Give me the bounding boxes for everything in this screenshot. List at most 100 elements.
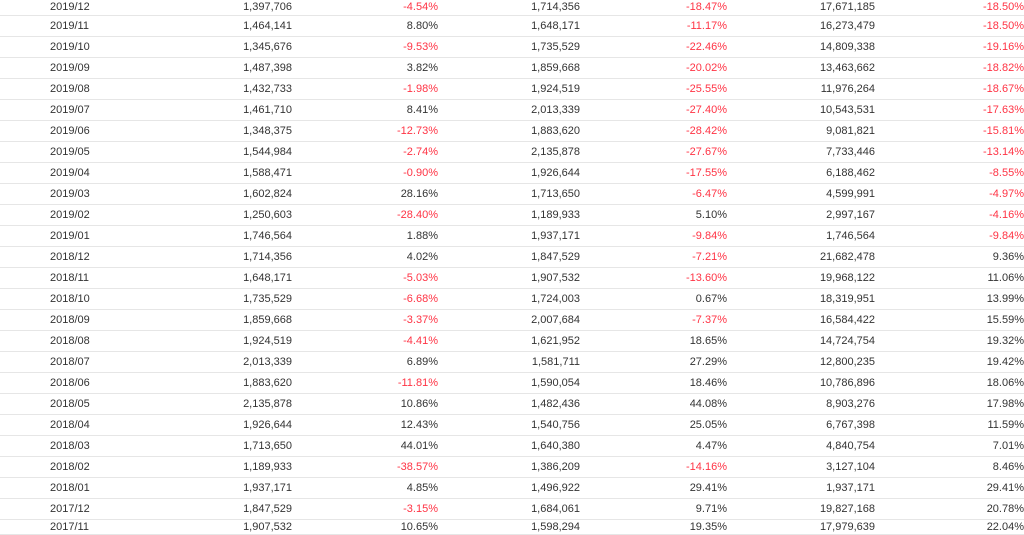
table-row: 2019/04 1,588,471 -0.90% 1,926,644 -17.55% 6,… — [0, 162, 1024, 184]
table-row: 2018/06 1,883,620 -11.81% 1,590,054 18.46% 10… — [0, 372, 1024, 394]
value-c-cell: 7,733,446 — [727, 141, 875, 163]
value-a-cell: 1,859,668 — [104, 309, 292, 331]
change-b-cell: -20.02% — [580, 57, 727, 79]
value-b-cell: 1,926,644 — [438, 162, 580, 184]
change-b-cell: -27.67% — [580, 141, 727, 163]
value-b-cell: 1,684,061 — [438, 498, 580, 520]
value-a-cell: 1,464,141 — [104, 15, 292, 37]
month-label: 2019/09 — [50, 62, 90, 74]
value-c-cell: 17,671,185 — [727, 0, 875, 16]
change-c-cell: 8.46% — [875, 456, 1024, 478]
value-a-cell: 1,348,375 — [104, 120, 292, 142]
change-a-cell: -9.53% — [292, 36, 438, 58]
table-row: 2019/01 1,746,564 1.88% 1,937,171 -9.84% 1,74… — [0, 225, 1024, 247]
month-cell: 2018/01 — [0, 477, 104, 499]
value-a-cell: 1,648,171 — [104, 267, 292, 289]
change-b-cell: -22.46% — [580, 36, 727, 58]
change-a-cell: 3.82% — [292, 57, 438, 79]
month-label: 2018/12 — [50, 251, 90, 263]
value-c-cell: 4,599,991 — [727, 183, 875, 205]
value-c-cell: 1,937,171 — [727, 477, 875, 499]
month-cell: 2018/11 — [0, 267, 104, 289]
value-a-cell: 1,713,650 — [104, 435, 292, 457]
change-c-cell: -18.50% — [875, 15, 1024, 37]
table-row: 2018/05 2,135,878 10.86% 1,482,436 44.08% 8,9… — [0, 393, 1024, 415]
change-c-cell: 19.32% — [875, 330, 1024, 352]
change-a-cell: 8.80% — [292, 15, 438, 37]
table-row: 2018/03 1,713,650 44.01% 1,640,380 4.47% 4,84… — [0, 435, 1024, 457]
change-a-cell: 10.65% — [292, 519, 438, 535]
month-label: 2018/05 — [50, 398, 90, 410]
value-a-cell: 1,714,356 — [104, 246, 292, 268]
value-a-cell: 1,487,398 — [104, 57, 292, 79]
value-a-cell: 1,924,519 — [104, 330, 292, 352]
change-b-cell: -14.16% — [580, 456, 727, 478]
change-b-cell: 18.46% — [580, 372, 727, 394]
value-a-cell: 2,135,878 — [104, 393, 292, 415]
month-cell: 2018/10 — [0, 288, 104, 310]
change-a-cell: -5.03% — [292, 267, 438, 289]
change-c-cell: 22.04% — [875, 519, 1024, 535]
table-row: 2018/09 1,859,668 -3.37% 2,007,684 -7.37% 16,… — [0, 309, 1024, 331]
table-row: 2019/10 1,345,676 -9.53% 1,735,529 -22.46% 14… — [0, 36, 1024, 58]
change-c-cell: -4.16% — [875, 204, 1024, 226]
value-b-cell: 2,013,339 — [438, 99, 580, 121]
change-c-cell: 20.78% — [875, 498, 1024, 520]
change-c-cell: -9.84% — [875, 225, 1024, 247]
table-row: 2018/11 1,648,171 -5.03% 1,907,532 -13.60% 19… — [0, 267, 1024, 289]
value-b-cell: 1,724,003 — [438, 288, 580, 310]
month-cell: 2019/07 — [0, 99, 104, 121]
value-b-cell: 1,648,171 — [438, 15, 580, 37]
value-c-cell: 3,127,104 — [727, 456, 875, 478]
value-c-cell: 16,584,422 — [727, 309, 875, 331]
month-cell: 2017/11 — [0, 519, 104, 535]
month-label: 2017/11 — [50, 521, 89, 533]
month-label: 2019/05 — [50, 146, 90, 158]
table-row: 2019/05 1,544,984 -2.74% 2,135,878 -27.67% 7,… — [0, 141, 1024, 163]
change-b-cell: -27.40% — [580, 99, 727, 121]
value-c-cell: 2,997,167 — [727, 204, 875, 226]
change-b-cell: -9.84% — [580, 225, 727, 247]
change-a-cell: 4.85% — [292, 477, 438, 499]
value-b-cell: 1,713,650 — [438, 183, 580, 205]
month-cell: 2019/10 — [0, 36, 104, 58]
table-row: 2019/02 1,250,603 -28.40% 1,189,933 5.10% 2,9… — [0, 204, 1024, 226]
month-label: 2019/03 — [50, 188, 90, 200]
change-c-cell: -17.63% — [875, 99, 1024, 121]
value-a-cell: 1,250,603 — [104, 204, 292, 226]
value-b-cell: 1,640,380 — [438, 435, 580, 457]
month-cell: 2018/02 — [0, 456, 104, 478]
table-row: 2019/09 1,487,398 3.82% 1,859,668 -20.02% 13,… — [0, 57, 1024, 79]
month-label: 2018/09 — [50, 314, 90, 326]
value-b-cell: 2,007,684 — [438, 309, 580, 331]
value-a-cell: 1,746,564 — [104, 225, 292, 247]
value-b-cell: 2,135,878 — [438, 141, 580, 163]
change-a-cell: -11.81% — [292, 372, 438, 394]
change-c-cell: 7.01% — [875, 435, 1024, 457]
table-row: 2018/10 1,735,529 -6.68% 1,724,003 0.67% 18,3… — [0, 288, 1024, 310]
change-a-cell: 28.16% — [292, 183, 438, 205]
value-a-cell: 1,602,824 — [104, 183, 292, 205]
value-c-cell: 11,976,264 — [727, 78, 875, 100]
value-b-cell: 1,590,054 — [438, 372, 580, 394]
change-b-cell: -11.17% — [580, 15, 727, 37]
value-b-cell: 1,598,294 — [438, 519, 580, 535]
table-row: 2018/02 1,189,933 -38.57% 1,386,209 -14.16% 3… — [0, 456, 1024, 478]
month-cell: 2019/09 — [0, 57, 104, 79]
change-b-cell: 5.10% — [580, 204, 727, 226]
value-b-cell: 1,859,668 — [438, 57, 580, 79]
value-a-cell: 1,397,706 — [104, 0, 292, 16]
table-row: 2019/11 1,464,141 8.80% 1,648,171 -11.17% 16,… — [0, 15, 1024, 37]
month-label: 2018/10 — [50, 293, 90, 305]
change-a-cell: 12.43% — [292, 414, 438, 436]
month-cell: 2019/08 — [0, 78, 104, 100]
month-cell: 2018/07 — [0, 351, 104, 373]
change-c-cell: -18.82% — [875, 57, 1024, 79]
value-a-cell: 1,937,171 — [104, 477, 292, 499]
change-b-cell: -25.55% — [580, 78, 727, 100]
table-row: 2019/12 1,397,706 -4.54% 1,714,356 -18.47% 17… — [0, 0, 1024, 16]
month-label: 2019/07 — [50, 104, 90, 116]
change-c-cell: 29.41% — [875, 477, 1024, 499]
month-cell: 2017/12 — [0, 498, 104, 520]
